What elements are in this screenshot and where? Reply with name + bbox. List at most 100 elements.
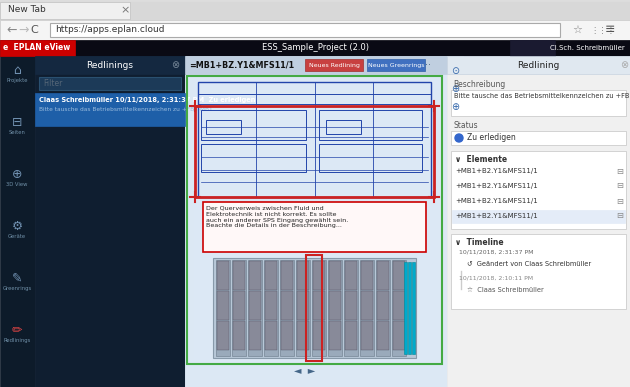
Text: Seiten: Seiten — [9, 130, 25, 135]
Bar — [328, 260, 342, 356]
Text: Beschreibung: Beschreibung — [453, 80, 505, 89]
Text: Projekte: Projekte — [6, 78, 28, 83]
Text: 3D View: 3D View — [6, 182, 28, 187]
Bar — [50, 23, 560, 37]
Bar — [329, 291, 341, 320]
Text: ✎: ✎ — [12, 272, 22, 285]
Bar — [233, 261, 245, 290]
Bar — [198, 82, 431, 197]
Text: +MB1+B2.Y1&MFS11/1: +MB1+B2.Y1&MFS11/1 — [455, 213, 538, 219]
Text: C: C — [30, 25, 38, 35]
Bar — [35, 93, 185, 126]
Bar — [313, 321, 325, 350]
Bar — [233, 321, 245, 350]
Text: ⚙: ⚙ — [11, 220, 23, 233]
Bar — [281, 321, 293, 350]
Bar — [393, 321, 405, 350]
Bar — [0, 40, 630, 56]
Text: ←: ← — [6, 24, 16, 36]
Text: 10/11/2018, 2:31:37 PM: 10/11/2018, 2:31:37 PM — [459, 250, 534, 255]
Bar — [393, 291, 405, 320]
Circle shape — [455, 134, 463, 142]
Bar — [319, 110, 421, 140]
Text: +MB1+B2.Y1&MFS11/1: +MB1+B2.Y1&MFS11/1 — [455, 168, 538, 174]
Text: ↺  Geändert von Claas Schreibmüller: ↺ Geändert von Claas Schreibmüller — [467, 261, 591, 267]
Bar — [345, 291, 357, 320]
Bar — [206, 120, 241, 134]
Bar — [217, 261, 229, 290]
Bar — [297, 291, 309, 320]
Bar — [361, 291, 373, 320]
Text: ◄  ►: ◄ ► — [294, 366, 316, 376]
Text: Der Querverweis zwischen Fluid und
Elektrotechnik ist nicht korrekt. Es sollte
a: Der Querverweis zwischen Fluid und Elekt… — [206, 206, 348, 228]
Text: ∨  Elemente: ∨ Elemente — [455, 155, 507, 164]
Text: ⊕: ⊕ — [451, 84, 459, 94]
Bar — [232, 260, 246, 356]
Bar — [306, 255, 322, 361]
Bar — [326, 120, 361, 134]
Bar — [213, 258, 416, 358]
Text: ×: × — [120, 5, 129, 15]
Bar — [249, 291, 261, 320]
Bar — [377, 261, 389, 290]
Text: ∨  Timeline: ∨ Timeline — [455, 238, 503, 247]
Bar — [264, 260, 278, 356]
Bar — [201, 110, 306, 140]
Text: Status: Status — [453, 121, 478, 130]
Text: ≡: ≡ — [605, 24, 616, 36]
Bar — [217, 291, 229, 320]
Bar — [312, 260, 326, 356]
Bar — [361, 321, 373, 350]
Bar — [281, 291, 293, 320]
Text: Redlinings: Redlinings — [86, 60, 134, 70]
Text: e  EPLAN eView: e EPLAN eView — [3, 43, 71, 53]
Bar — [408, 262, 411, 354]
Bar — [39, 77, 181, 90]
Bar — [345, 321, 357, 350]
Text: ⊟: ⊟ — [617, 182, 624, 190]
Bar — [360, 260, 374, 356]
Bar — [0, 0, 630, 20]
Text: ⊕: ⊕ — [451, 102, 459, 112]
Bar — [0, 56, 35, 387]
Bar — [130, 2, 630, 19]
Bar — [0, 20, 630, 40]
Bar — [265, 321, 277, 350]
Bar — [249, 321, 261, 350]
Bar — [404, 262, 407, 354]
Bar — [361, 261, 373, 290]
Bar — [217, 321, 229, 350]
Bar — [193, 79, 441, 360]
Text: +MB1+B2.Y1&MFS11/1: +MB1+B2.Y1&MFS11/1 — [455, 183, 538, 189]
Text: Bitte tausche das Betriebsmittelkennzeichen zu +FB1-MB1: Bitte tausche das Betriebsmittelkennzeic… — [39, 107, 213, 112]
Bar — [296, 260, 310, 356]
Bar — [187, 76, 442, 364]
Text: Filter: Filter — [43, 79, 62, 87]
Text: ⊟: ⊟ — [617, 197, 624, 205]
Bar — [313, 261, 325, 290]
Bar — [201, 144, 306, 172]
Text: ☆  Claas Schreibmüller: ☆ Claas Schreibmüller — [467, 287, 544, 293]
Bar — [452, 210, 625, 223]
Bar — [233, 291, 245, 320]
Bar — [305, 59, 363, 71]
Bar — [216, 260, 230, 356]
Text: Zu erledigen: Zu erledigen — [467, 134, 516, 142]
Text: ⌂: ⌂ — [13, 64, 21, 77]
Text: ⋮⋮⋮: ⋮⋮⋮ — [590, 26, 615, 34]
Bar — [203, 202, 426, 252]
Bar — [344, 260, 358, 356]
Text: ⊟: ⊟ — [12, 116, 22, 129]
Bar — [0, 40, 75, 56]
Bar — [280, 260, 294, 356]
Bar — [297, 261, 309, 290]
Text: ⊗: ⊗ — [620, 60, 628, 70]
Text: →: → — [18, 24, 28, 36]
Bar — [447, 56, 630, 387]
Bar — [185, 56, 447, 74]
Text: 10/11/2018, 2:10:11 PM: 10/11/2018, 2:10:11 PM — [459, 276, 533, 281]
Bar — [249, 261, 261, 290]
Text: Neues Redlining: Neues Redlining — [309, 62, 360, 67]
Bar — [377, 321, 389, 350]
Bar — [412, 262, 415, 354]
